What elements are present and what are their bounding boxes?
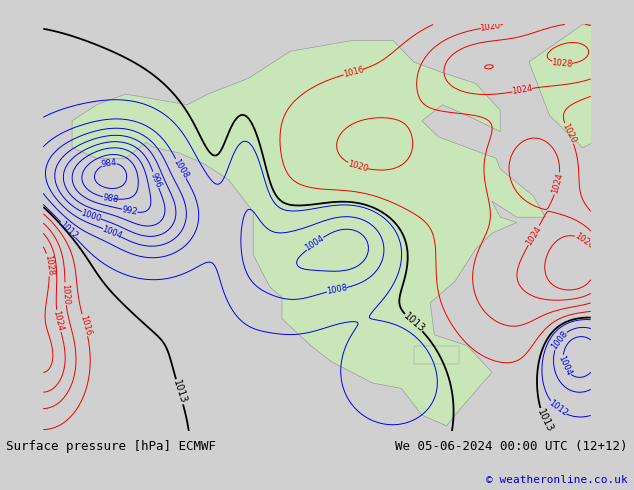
Text: We 05-06-2024 00:00 UTC (12+12): We 05-06-2024 00:00 UTC (12+12) xyxy=(395,440,628,453)
Text: 1024: 1024 xyxy=(524,224,543,246)
Text: 988: 988 xyxy=(102,193,119,204)
Text: 992: 992 xyxy=(121,205,138,217)
Text: 1028: 1028 xyxy=(573,231,595,250)
Polygon shape xyxy=(72,41,545,426)
Polygon shape xyxy=(414,345,459,364)
Polygon shape xyxy=(529,24,634,147)
Text: 1004: 1004 xyxy=(101,224,124,241)
Text: 1020: 1020 xyxy=(560,122,578,145)
Text: © weatheronline.co.uk: © weatheronline.co.uk xyxy=(486,475,628,485)
Text: 1020: 1020 xyxy=(479,21,501,33)
Text: 996: 996 xyxy=(148,171,163,189)
Text: 984: 984 xyxy=(101,158,118,169)
Text: 1008: 1008 xyxy=(550,329,569,351)
Text: 1024: 1024 xyxy=(551,172,565,195)
Text: 1013: 1013 xyxy=(401,311,426,334)
Text: 1013: 1013 xyxy=(534,407,554,434)
Text: 1020: 1020 xyxy=(60,283,70,305)
Text: 1004: 1004 xyxy=(557,354,573,377)
Text: 1000: 1000 xyxy=(80,208,103,223)
Text: 1024: 1024 xyxy=(511,84,533,96)
Text: 1020: 1020 xyxy=(346,159,369,173)
Text: Surface pressure [hPa] ECMWF: Surface pressure [hPa] ECMWF xyxy=(6,440,216,453)
Text: 1016: 1016 xyxy=(342,65,365,79)
Text: 1008: 1008 xyxy=(171,157,190,180)
Text: 1016: 1016 xyxy=(78,314,93,337)
Text: 1012: 1012 xyxy=(57,220,79,240)
Text: 1012: 1012 xyxy=(547,399,569,418)
Text: 1008: 1008 xyxy=(325,283,348,296)
Text: 1024: 1024 xyxy=(51,310,65,332)
Text: 1028: 1028 xyxy=(43,254,55,276)
Text: 1004: 1004 xyxy=(304,234,326,253)
Text: 1028: 1028 xyxy=(551,58,573,69)
Text: 1013: 1013 xyxy=(171,379,188,405)
